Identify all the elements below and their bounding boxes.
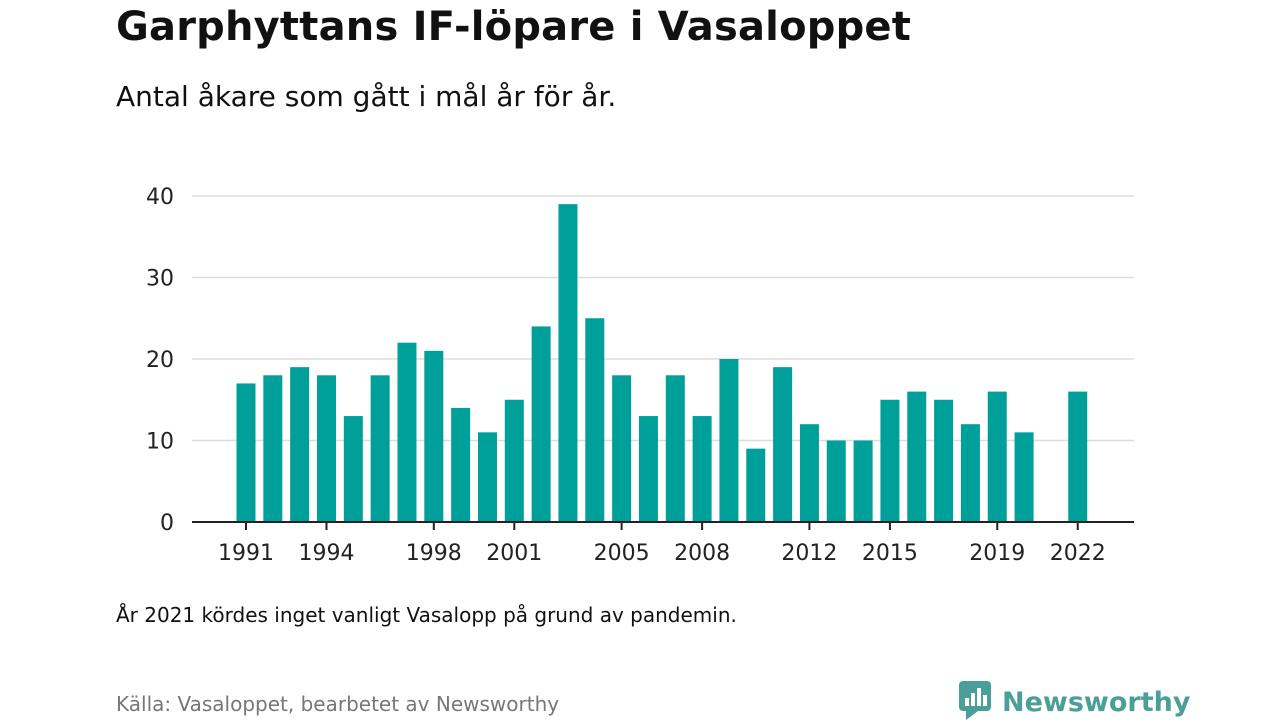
bar-2001 (504, 399, 524, 522)
bar-2008 (692, 416, 712, 522)
bar-2010 (746, 448, 766, 522)
bar-2006 (638, 416, 658, 522)
bar-1998 (424, 350, 444, 522)
x-tick-label: 2015 (862, 541, 918, 566)
bar-2016 (907, 391, 927, 522)
bar-1993 (290, 367, 310, 522)
x-tick-label: 1998 (406, 541, 462, 566)
footnote: År 2021 kördes inget vanligt Vasalopp på… (116, 603, 737, 627)
chart-title: Garphyttans IF-löpare i Vasaloppet (116, 4, 912, 50)
bar-2005 (612, 375, 632, 522)
x-axis-tick-marks (245, 522, 1079, 530)
bar-1997 (397, 342, 417, 522)
bar-2019 (987, 391, 1007, 522)
bar-1999 (451, 407, 471, 522)
bar-2004 (585, 318, 605, 522)
x-tick-label: 1994 (298, 541, 354, 566)
x-tick-label: 2005 (594, 541, 650, 566)
bar-2007 (665, 375, 685, 522)
y-tick-label: 40 (146, 185, 174, 210)
newsworthy-bar-chart-bubble-icon (958, 680, 992, 724)
source-credit: Källa: Vasaloppet, bearbetet av Newswort… (116, 692, 560, 716)
x-tick-label: 2012 (781, 541, 837, 566)
bar-2009 (719, 359, 739, 522)
bar-2002 (531, 326, 551, 522)
chart-subtitle: Antal åkare som gått i mål år för år. (116, 80, 617, 113)
bar-1995 (343, 416, 363, 522)
y-axis-tick-labels: 0 10 20 30 40 (146, 185, 174, 536)
bar-2017 (934, 399, 954, 522)
x-tick-label: 2001 (486, 541, 542, 566)
y-tick-label: 10 (146, 430, 174, 455)
bar-1994 (316, 375, 336, 522)
bar-1992 (263, 375, 283, 522)
bar-2000 (477, 432, 497, 522)
x-tick-label: 1991 (218, 541, 274, 566)
bar-2014 (853, 440, 873, 522)
bar-2018 (960, 424, 980, 522)
bar-1996 (370, 375, 390, 522)
bar-2015 (880, 399, 900, 522)
bar-2013 (826, 440, 846, 522)
bars (236, 204, 1088, 522)
y-tick-label: 30 (146, 267, 174, 292)
x-tick-label: 2022 (1050, 541, 1106, 566)
y-tick-label: 20 (146, 348, 174, 373)
brand-logo[interactable]: Newsworthy (958, 680, 1190, 724)
bar-2022 (1068, 391, 1088, 522)
bar-2003 (558, 204, 578, 522)
bar-2020 (1014, 432, 1034, 522)
bar-1991 (236, 383, 256, 522)
bar-2012 (799, 424, 819, 522)
bar-2011 (773, 367, 793, 522)
y-tick-label: 0 (160, 511, 174, 536)
x-tick-label: 2019 (969, 541, 1025, 566)
x-axis-tick-labels: 1991 1994 1998 2001 2005 2008 2012 2015 2019 2022 (218, 541, 1106, 566)
x-tick-label: 2008 (674, 541, 730, 566)
brand-name: Newsworthy (1002, 686, 1191, 718)
